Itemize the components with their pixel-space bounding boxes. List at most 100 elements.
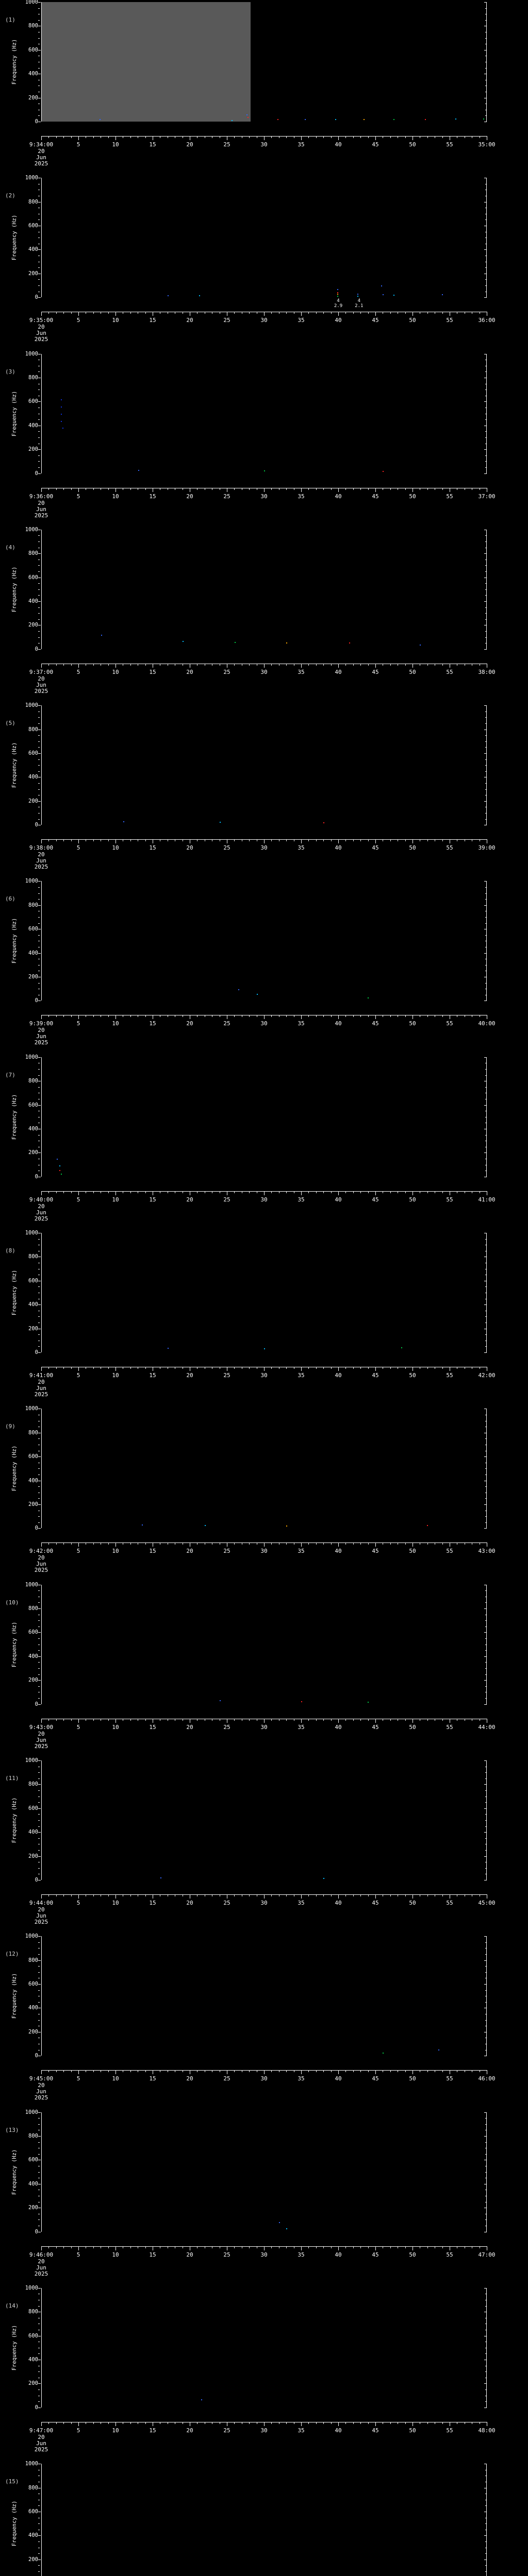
spectrogram-data-point — [61, 420, 62, 422]
plot-area[interactable] — [41, 705, 487, 825]
x-axis-end-time-label: 48:00 — [478, 2427, 496, 2434]
plot-area[interactable] — [41, 1057, 487, 1177]
right-tick-mark — [485, 219, 487, 221]
y-tick-label: 200 — [28, 974, 38, 980]
x-minor-tick — [323, 2070, 324, 2073]
y-minor-tick-mark — [38, 2571, 40, 2572]
x-major-tick — [78, 1367, 79, 1371]
plot-area[interactable] — [41, 2287, 487, 2408]
right-tick-mark — [485, 38, 487, 39]
x-minor-tick — [130, 312, 131, 314]
x-minor-tick — [48, 487, 50, 490]
y-minor-tick-mark — [38, 20, 40, 21]
x-axis-tick-label: 50 — [409, 1723, 416, 1731]
x-axis-date-label: 20 Jun 2025 — [10, 2082, 72, 2101]
right-tick-mark — [485, 723, 487, 724]
x-axis-tick-label: 40 — [335, 1899, 342, 1906]
right-tick-mark — [484, 1304, 487, 1306]
x-minor-tick — [353, 1015, 354, 1018]
spectrogram-data-point — [231, 120, 233, 121]
x-minor-tick — [130, 487, 131, 490]
x-minor-tick — [145, 1894, 146, 1896]
plot-area[interactable] — [41, 2, 487, 122]
y-minor-tick-mark — [38, 1954, 40, 1955]
x-major-tick — [338, 663, 339, 668]
x-minor-tick — [56, 839, 57, 842]
x-major-tick — [375, 2070, 376, 2075]
right-tick-mark — [485, 741, 487, 742]
x-minor-tick — [145, 1367, 146, 1369]
plot-area[interactable] — [41, 1936, 487, 2056]
spectrogram-data-point — [234, 641, 236, 643]
right-tick-mark — [485, 595, 487, 596]
y-minor-tick-mark — [38, 887, 40, 888]
plot-area[interactable] — [41, 2464, 487, 2576]
x-minor-tick — [427, 2421, 428, 2424]
y-tick-label: 200 — [28, 2380, 38, 2387]
y-minor-tick-mark — [38, 759, 40, 760]
x-minor-tick — [360, 2246, 361, 2248]
x-axis-tick-label: 45 — [372, 668, 379, 675]
plot-area[interactable] — [41, 353, 487, 473]
spectrogram-data-point — [123, 821, 125, 823]
y-tick-label: 800 — [28, 1957, 38, 1963]
y-minor-tick-mark — [38, 1286, 40, 1287]
y-tick-mark — [38, 1632, 41, 1633]
x-axis-tick-label: 55 — [446, 2427, 453, 2434]
right-tick-mark — [484, 1960, 487, 1961]
x-minor-tick — [108, 136, 109, 138]
x-axis-tick-label: 10 — [112, 493, 119, 500]
x-axis-tick-label: 55 — [446, 844, 453, 852]
plot-area[interactable] — [41, 2112, 487, 2232]
x-minor-tick — [93, 312, 94, 314]
right-tick-mark — [485, 631, 487, 632]
y-minor-tick-mark — [38, 583, 40, 584]
panel-inner: (8) Frequency (Hz) 0 200 400 600 800 1000 9:41:0… — [0, 1230, 528, 1406]
plot-area[interactable] — [41, 529, 487, 649]
x-axis-end-time-label: 47:00 — [478, 2251, 496, 2258]
y-tick-label: 600 — [28, 1981, 38, 1988]
x-axis-date-label: 20 Jun 2025 — [10, 148, 72, 167]
x-minor-tick — [286, 663, 287, 666]
y-minor-tick-mark — [38, 1626, 40, 1627]
y-tick-mark — [38, 1105, 41, 1106]
x-major-tick — [301, 1718, 302, 1723]
x-major-tick — [41, 1718, 42, 1723]
x-major-tick — [301, 2246, 302, 2250]
x-axis-tick-label: 35 — [298, 844, 305, 852]
plot-area[interactable] — [41, 1760, 487, 1880]
x-minor-tick — [308, 2421, 309, 2424]
right-tick-mark — [485, 285, 487, 286]
y-tick-label: 600 — [28, 46, 38, 53]
y-tick-label: 1000 — [25, 175, 38, 181]
y-minor-tick-mark — [38, 371, 40, 372]
y-minor-tick-mark — [38, 461, 40, 462]
x-axis-tick-label: 10 — [112, 1020, 119, 1027]
plot-area[interactable] — [41, 1584, 487, 1704]
x-minor-tick — [93, 2421, 94, 2424]
plot-area[interactable] — [41, 1233, 487, 1353]
y-minor-tick-mark — [38, 1942, 40, 1943]
spectrogram-data-point — [337, 292, 339, 293]
plot-area[interactable] — [41, 178, 487, 298]
x-minor-tick — [442, 2421, 443, 2424]
x-axis-tick-label: 30 — [260, 2075, 268, 2082]
x-axis-tick-label: 40 — [335, 1372, 342, 1379]
x-minor-tick — [368, 663, 369, 666]
right-tick-mark — [485, 759, 487, 760]
right-tick-mark — [485, 613, 487, 614]
date-line: 20 — [38, 1202, 45, 1210]
plot-area[interactable] — [41, 1409, 487, 1529]
spectrogram-data-point — [248, 117, 249, 118]
x-minor-tick — [345, 1543, 346, 1545]
right-tick-mark — [485, 1802, 487, 1803]
right-tick-mark — [485, 771, 487, 772]
x-minor-tick — [56, 487, 57, 490]
plot-area[interactable] — [41, 881, 487, 1001]
y-minor-tick-mark — [38, 589, 40, 590]
plot-canvas — [42, 2112, 486, 2232]
x-axis-tick-label: 50 — [409, 1196, 416, 1203]
y-tick-mark — [38, 553, 41, 554]
